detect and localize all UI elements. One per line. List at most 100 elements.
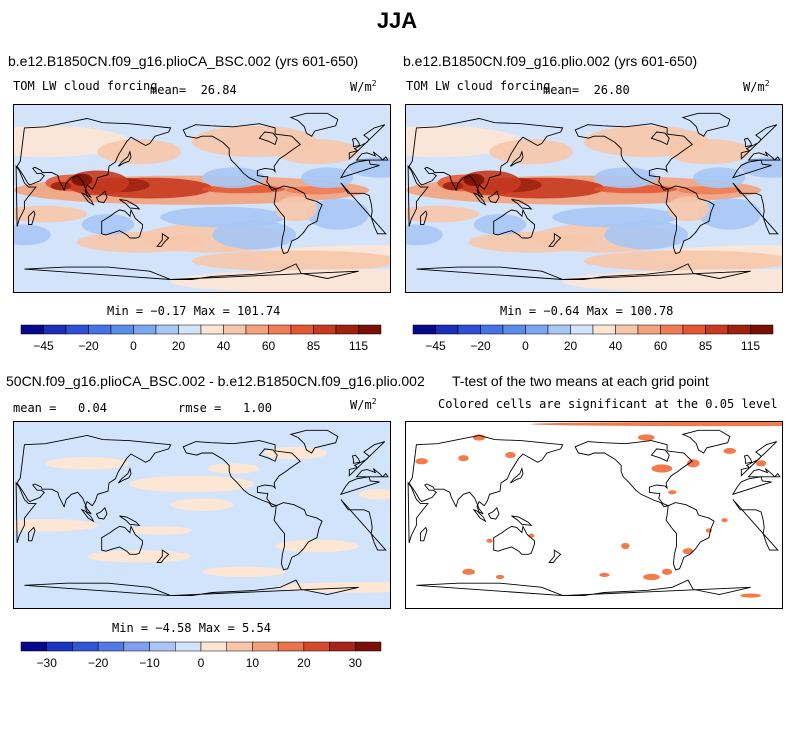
colorbar-tick-label: 115 (741, 339, 760, 353)
colorbar-tick-label: 85 (699, 339, 713, 353)
coastline-sumatra (472, 192, 487, 206)
coastline-africa (731, 476, 772, 496)
colorbar-swatch-8 (592, 324, 616, 335)
contour-region (71, 173, 93, 187)
colorbar-swatch-1 (43, 324, 67, 335)
significant-cell (686, 459, 700, 468)
coastline-borneo (487, 190, 500, 204)
coastline-madagascar (420, 526, 428, 542)
panel3-units: W/m2 (350, 397, 377, 412)
panel2-map (405, 104, 783, 293)
colorbar-swatch-12 (682, 324, 706, 335)
colorbar-tick-label: −20 (470, 339, 491, 353)
coastline-antarctica (170, 263, 359, 280)
coastline-antarctica (24, 582, 171, 597)
coastline-borneo (487, 506, 500, 520)
significant-cell (495, 574, 505, 580)
contour-region (473, 214, 527, 235)
coastline-eurasia (348, 441, 386, 477)
colorbar-swatch-3 (97, 641, 125, 652)
coastline-uk (743, 137, 753, 148)
colorbar-tick-label: 20 (564, 339, 578, 353)
coastline-eurasia (16, 118, 172, 198)
significant-cell (486, 538, 493, 543)
colorbar-tick-label: −45 (425, 339, 446, 353)
contour-region (128, 475, 255, 493)
colorbar-swatch-9 (223, 324, 247, 335)
colorbar-tick-label: 0 (130, 339, 137, 353)
panel1-variable: TOM LW cloud forcing (13, 79, 158, 93)
colorbar-swatch-13 (355, 641, 382, 652)
contour-region (76, 231, 202, 253)
coastline-japan (118, 150, 132, 167)
panel2-map-svg (406, 105, 782, 292)
coastline-africa (732, 499, 779, 551)
colorbar-tick-label: 115 (349, 339, 368, 353)
panel4-title: T-test of the two means at each grid poi… (452, 373, 709, 389)
coastline-greenland (681, 429, 731, 454)
coastline-greenland (289, 429, 339, 454)
colorbar-tick-label: −10 (139, 656, 160, 670)
coastline-africa (15, 164, 37, 227)
significant-cell (721, 518, 728, 523)
significant-cell (668, 490, 677, 495)
coastline-hudson (258, 448, 278, 462)
coastline-newguinea (511, 515, 533, 526)
colorbar-swatch-7 (200, 641, 227, 652)
colorbar-swatch-4 (502, 324, 526, 335)
panel4-subtitle: Colored cells are significant at the 0.0… (438, 397, 778, 411)
contour-region (693, 167, 746, 189)
colorbar-swatch-3 (88, 324, 112, 335)
colorbar-swatch-5 (149, 641, 176, 652)
coastline-eurasia (747, 468, 781, 478)
colorbar-tick-label: −45 (33, 339, 54, 353)
panel3-minmax: Min = −4.58 Max = 5.54 (112, 621, 271, 635)
coastline-africa (340, 182, 387, 235)
colorbar-tick-label: 0 (198, 656, 205, 670)
coastline-uk (743, 454, 753, 464)
panel3-map (13, 421, 391, 609)
panel3-colorbar: −30 −20 −10 0 10 20 30 (20, 641, 382, 672)
panel3-rmse: rmse = 1.00 (178, 401, 272, 415)
coastline-antarctica (562, 579, 751, 597)
coastline-eurasia (348, 124, 386, 161)
contour-region (97, 139, 182, 165)
coastline-eurasia (355, 468, 389, 478)
colorbar-tick-label: 0 (522, 339, 529, 353)
coastline-antarctica (562, 263, 751, 280)
significant-cell (637, 434, 655, 441)
contour-region (406, 224, 443, 246)
panel1-map-svg (14, 105, 390, 292)
coastline-namerica (182, 440, 301, 508)
coastline-namerica (574, 123, 693, 191)
panel1-mean-value: 26.84 (200, 83, 237, 97)
panel3-mean: mean = 0.04 (13, 401, 107, 415)
contour-region (202, 167, 265, 189)
contour-region (594, 167, 657, 189)
colorbar-swatch-7 (178, 324, 202, 335)
panel3-mean-value: 0.04 (78, 401, 107, 415)
colorbar-swatch-0 (412, 324, 436, 335)
coastline-australia (101, 525, 143, 555)
colorbar-swatch-10 (245, 324, 269, 335)
coastline-nz (156, 232, 170, 247)
coastline-eurasia (408, 434, 564, 515)
colorbar-swatch-6 (175, 641, 202, 652)
significant-cell (415, 458, 428, 465)
coastline-greenland (681, 112, 731, 137)
contour-region (463, 173, 485, 187)
coastline-newguinea (511, 199, 533, 210)
coastline-nz (548, 232, 562, 247)
colorbar-tick-label: 40 (217, 339, 231, 353)
contour-region (667, 196, 709, 222)
colorbar-tick-label: −20 (88, 656, 109, 670)
contour-region (128, 526, 192, 535)
colorbar-swatch-5 (525, 324, 549, 335)
coastline-eurasia (16, 434, 172, 515)
contour-region (45, 457, 129, 470)
coastline-greenland (289, 112, 339, 137)
contour-region (264, 446, 328, 460)
contour-region (562, 269, 782, 292)
coastline-eurasia (355, 151, 389, 161)
contour-region (170, 498, 234, 511)
